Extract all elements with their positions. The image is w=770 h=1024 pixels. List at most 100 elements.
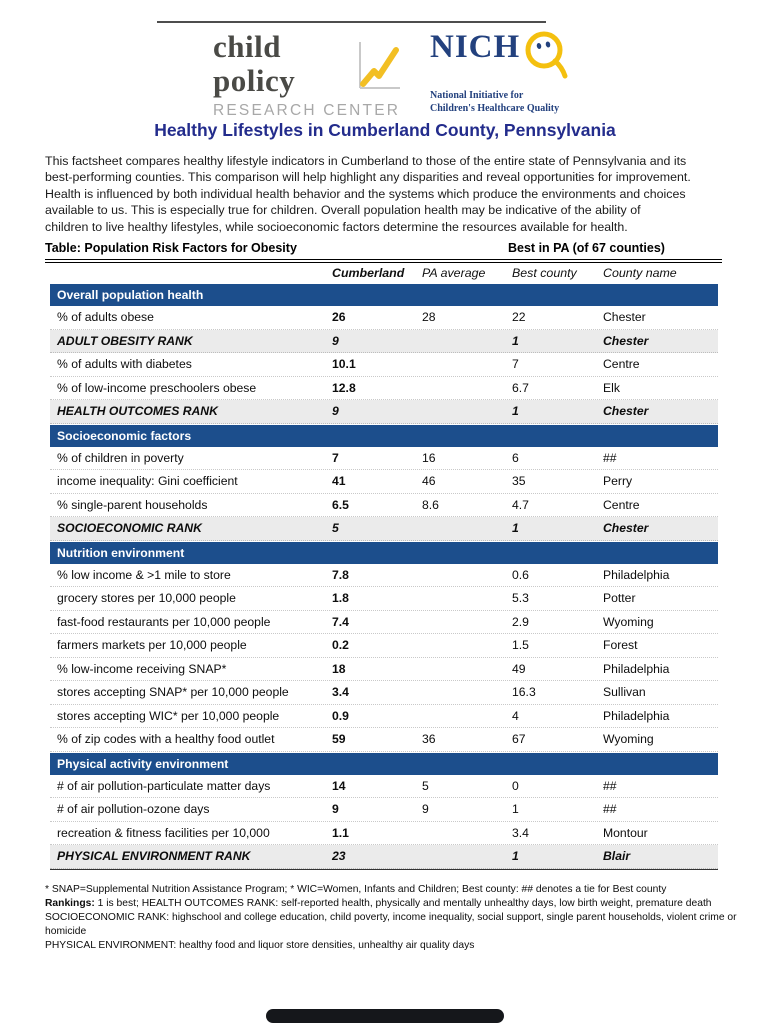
cell-best: 1: [512, 802, 519, 817]
column-header-best-county: Best county: [512, 266, 577, 280]
nichq-tagline-line2: Children's Healthcare Quality: [430, 102, 560, 114]
cell-pa: 28: [422, 310, 436, 325]
cell-best: 49: [512, 661, 526, 676]
footnote-line: Rankings: 1 is best; HEALTH OUTCOMES RAN…: [45, 897, 745, 911]
column-header-county-name: County name: [603, 266, 677, 280]
cell-pa: 46: [422, 474, 436, 489]
column-header-row: Cumberland PA average Best county County…: [50, 263, 718, 283]
cell-best: 1: [512, 333, 519, 348]
table-row: stores accepting WIC* per 10,000 people 0…: [50, 704, 718, 728]
cell-county: Sullivan: [603, 685, 646, 700]
table-row: grocery stores per 10,000 people 1.8 5.3 Po…: [50, 587, 718, 611]
footnote-line: PHYSICAL ENVIRONMENT: healthy food and l…: [45, 940, 475, 951]
cell-best: 4: [512, 708, 519, 723]
cell-county: Wyoming: [603, 732, 654, 747]
cell-label: % of adults obese: [57, 310, 154, 325]
cell-best: 0: [512, 778, 519, 793]
cell-cumberland: 26: [332, 310, 346, 325]
cell-county: Chester: [603, 333, 649, 348]
cell-cumberland: 12.8: [332, 380, 356, 395]
cell-label: HEALTH OUTCOMES RANK: [57, 404, 218, 419]
cell-best: 1: [512, 404, 519, 419]
cell-cumberland: 7: [332, 450, 339, 465]
cell-cumberland: 6.5: [332, 497, 349, 512]
nichq-logo: NICH National Initiative for Children's …: [430, 28, 600, 115]
table-caption: Table: Population Risk Factors for Obesi…: [45, 241, 297, 255]
intro-line: children to live healthy lifestyles, whi…: [45, 219, 628, 234]
cell-best: 4.7: [512, 497, 529, 512]
cell-cumberland: 59: [332, 732, 346, 747]
cell-label: % of low-income preschoolers obese: [57, 380, 257, 395]
nichq-tagline: National Initiative for Children's Healt…: [430, 90, 600, 115]
nichq-q-face-icon: [522, 29, 572, 86]
cell-best: 16.3: [512, 685, 536, 700]
cell-label: stores accepting SNAP* per 10,000 people: [57, 685, 289, 700]
cell-pa: 36: [422, 732, 436, 747]
cell-county: Philadelphia: [603, 567, 670, 582]
cell-cumberland: 23: [332, 849, 346, 864]
rankings-text: 1 is best; HEALTH OUTCOMES RANK: self-re…: [94, 898, 712, 909]
cell-best: 0.6: [512, 567, 529, 582]
cell-county: Chester: [603, 310, 646, 325]
cell-county: Wyoming: [603, 614, 654, 629]
cell-county: Centre: [603, 497, 640, 512]
table-row: % of adults with diabetes 10.1 7 Centre: [50, 353, 718, 377]
table-row: # of air pollution-ozone days 9 9 1 ##: [50, 798, 718, 822]
best-in-pa-header: Best in PA (of 67 counties): [508, 241, 665, 255]
cell-label: recreation & fitness facilities per 10,0…: [57, 825, 270, 840]
cell-label: % low income & >1 mile to store: [57, 567, 231, 582]
cell-label: income inequality: Gini coefficient: [57, 474, 238, 489]
cell-cumberland: 9: [332, 404, 339, 419]
intro-line: best-performing counties. This compariso…: [45, 170, 691, 185]
logo-text-research-center: RESEARCH CENTER: [213, 102, 401, 119]
footnote-line: * SNAP=Supplemental Nutrition Assistance…: [45, 884, 667, 895]
risk-table-body: Overall population health % of adults obe…: [50, 283, 718, 869]
table-row: income inequality: Gini coefficient 41 46 3…: [50, 470, 718, 494]
cell-cumberland: 0.9: [332, 708, 349, 723]
cell-county: ##: [603, 802, 617, 817]
cell-label: farmers markets per 10,000 people: [57, 638, 247, 653]
cell-county: ##: [603, 450, 617, 465]
cell-cumberland: 7.4: [332, 614, 349, 629]
table-row: # of air pollution-particulate matter da…: [50, 774, 718, 798]
cell-county: Philadelphia: [603, 708, 670, 723]
table-row: farmers markets per 10,000 people 0.2 1.5 F…: [50, 634, 718, 658]
cell-cumberland: 10.1: [332, 357, 356, 372]
table-row: % single-parent households 6.5 8.6 4.7 Centr…: [50, 493, 718, 517]
cell-cumberland: 9: [332, 333, 339, 348]
table-row: % low income & >1 mile to store 7.8 0.6 Phi…: [50, 563, 718, 587]
cell-pa: 8.6: [422, 497, 439, 512]
intro-line: This factsheet compares healthy lifestyl…: [45, 154, 687, 168]
table-top-double-rule: [45, 259, 722, 263]
cell-county: Perry: [603, 474, 633, 489]
cell-best: 35: [512, 474, 526, 489]
table-row: recreation & fitness facilities per 10,0…: [50, 821, 718, 845]
section-header: Socioeconomic factors: [50, 423, 718, 447]
cell-cumberland: 9: [332, 802, 339, 817]
cell-county: Blair: [603, 849, 631, 864]
header-divider: [157, 21, 546, 23]
cell-county: Potter: [603, 591, 636, 606]
table-row: stores accepting SNAP* per 10,000 people…: [50, 681, 718, 705]
cell-cumberland: 41: [332, 474, 346, 489]
cell-label: % low-income receiving SNAP*: [57, 661, 227, 676]
cell-pa: 9: [422, 802, 429, 817]
child-policy-research-center-logo: child policy RESEARCH CENTER: [213, 30, 401, 122]
section-header: Overall population health: [50, 283, 718, 306]
footnotes: * SNAP=Supplemental Nutrition Assistance…: [45, 883, 745, 953]
table-row: SOCIOECONOMIC RANK 5 1 Chester: [50, 517, 718, 541]
cell-label: % single-parent households: [57, 497, 208, 512]
cell-county: ##: [603, 778, 617, 793]
footnote-line: SOCIOECONOMIC RANK: highschool and colle…: [45, 912, 737, 937]
cell-label: # of air pollution-particulate matter da…: [57, 778, 271, 793]
cell-cumberland: 1.8: [332, 591, 349, 606]
cell-best: 1: [512, 849, 519, 864]
cell-pa: 16: [422, 450, 436, 465]
cell-best: 3.4: [512, 825, 529, 840]
cell-cumberland: 3.4: [332, 685, 349, 700]
cell-county: Chester: [603, 404, 649, 419]
cell-label: % of adults with diabetes: [57, 357, 192, 372]
cell-county: Elk: [603, 380, 620, 395]
cell-county: Chester: [603, 521, 649, 536]
